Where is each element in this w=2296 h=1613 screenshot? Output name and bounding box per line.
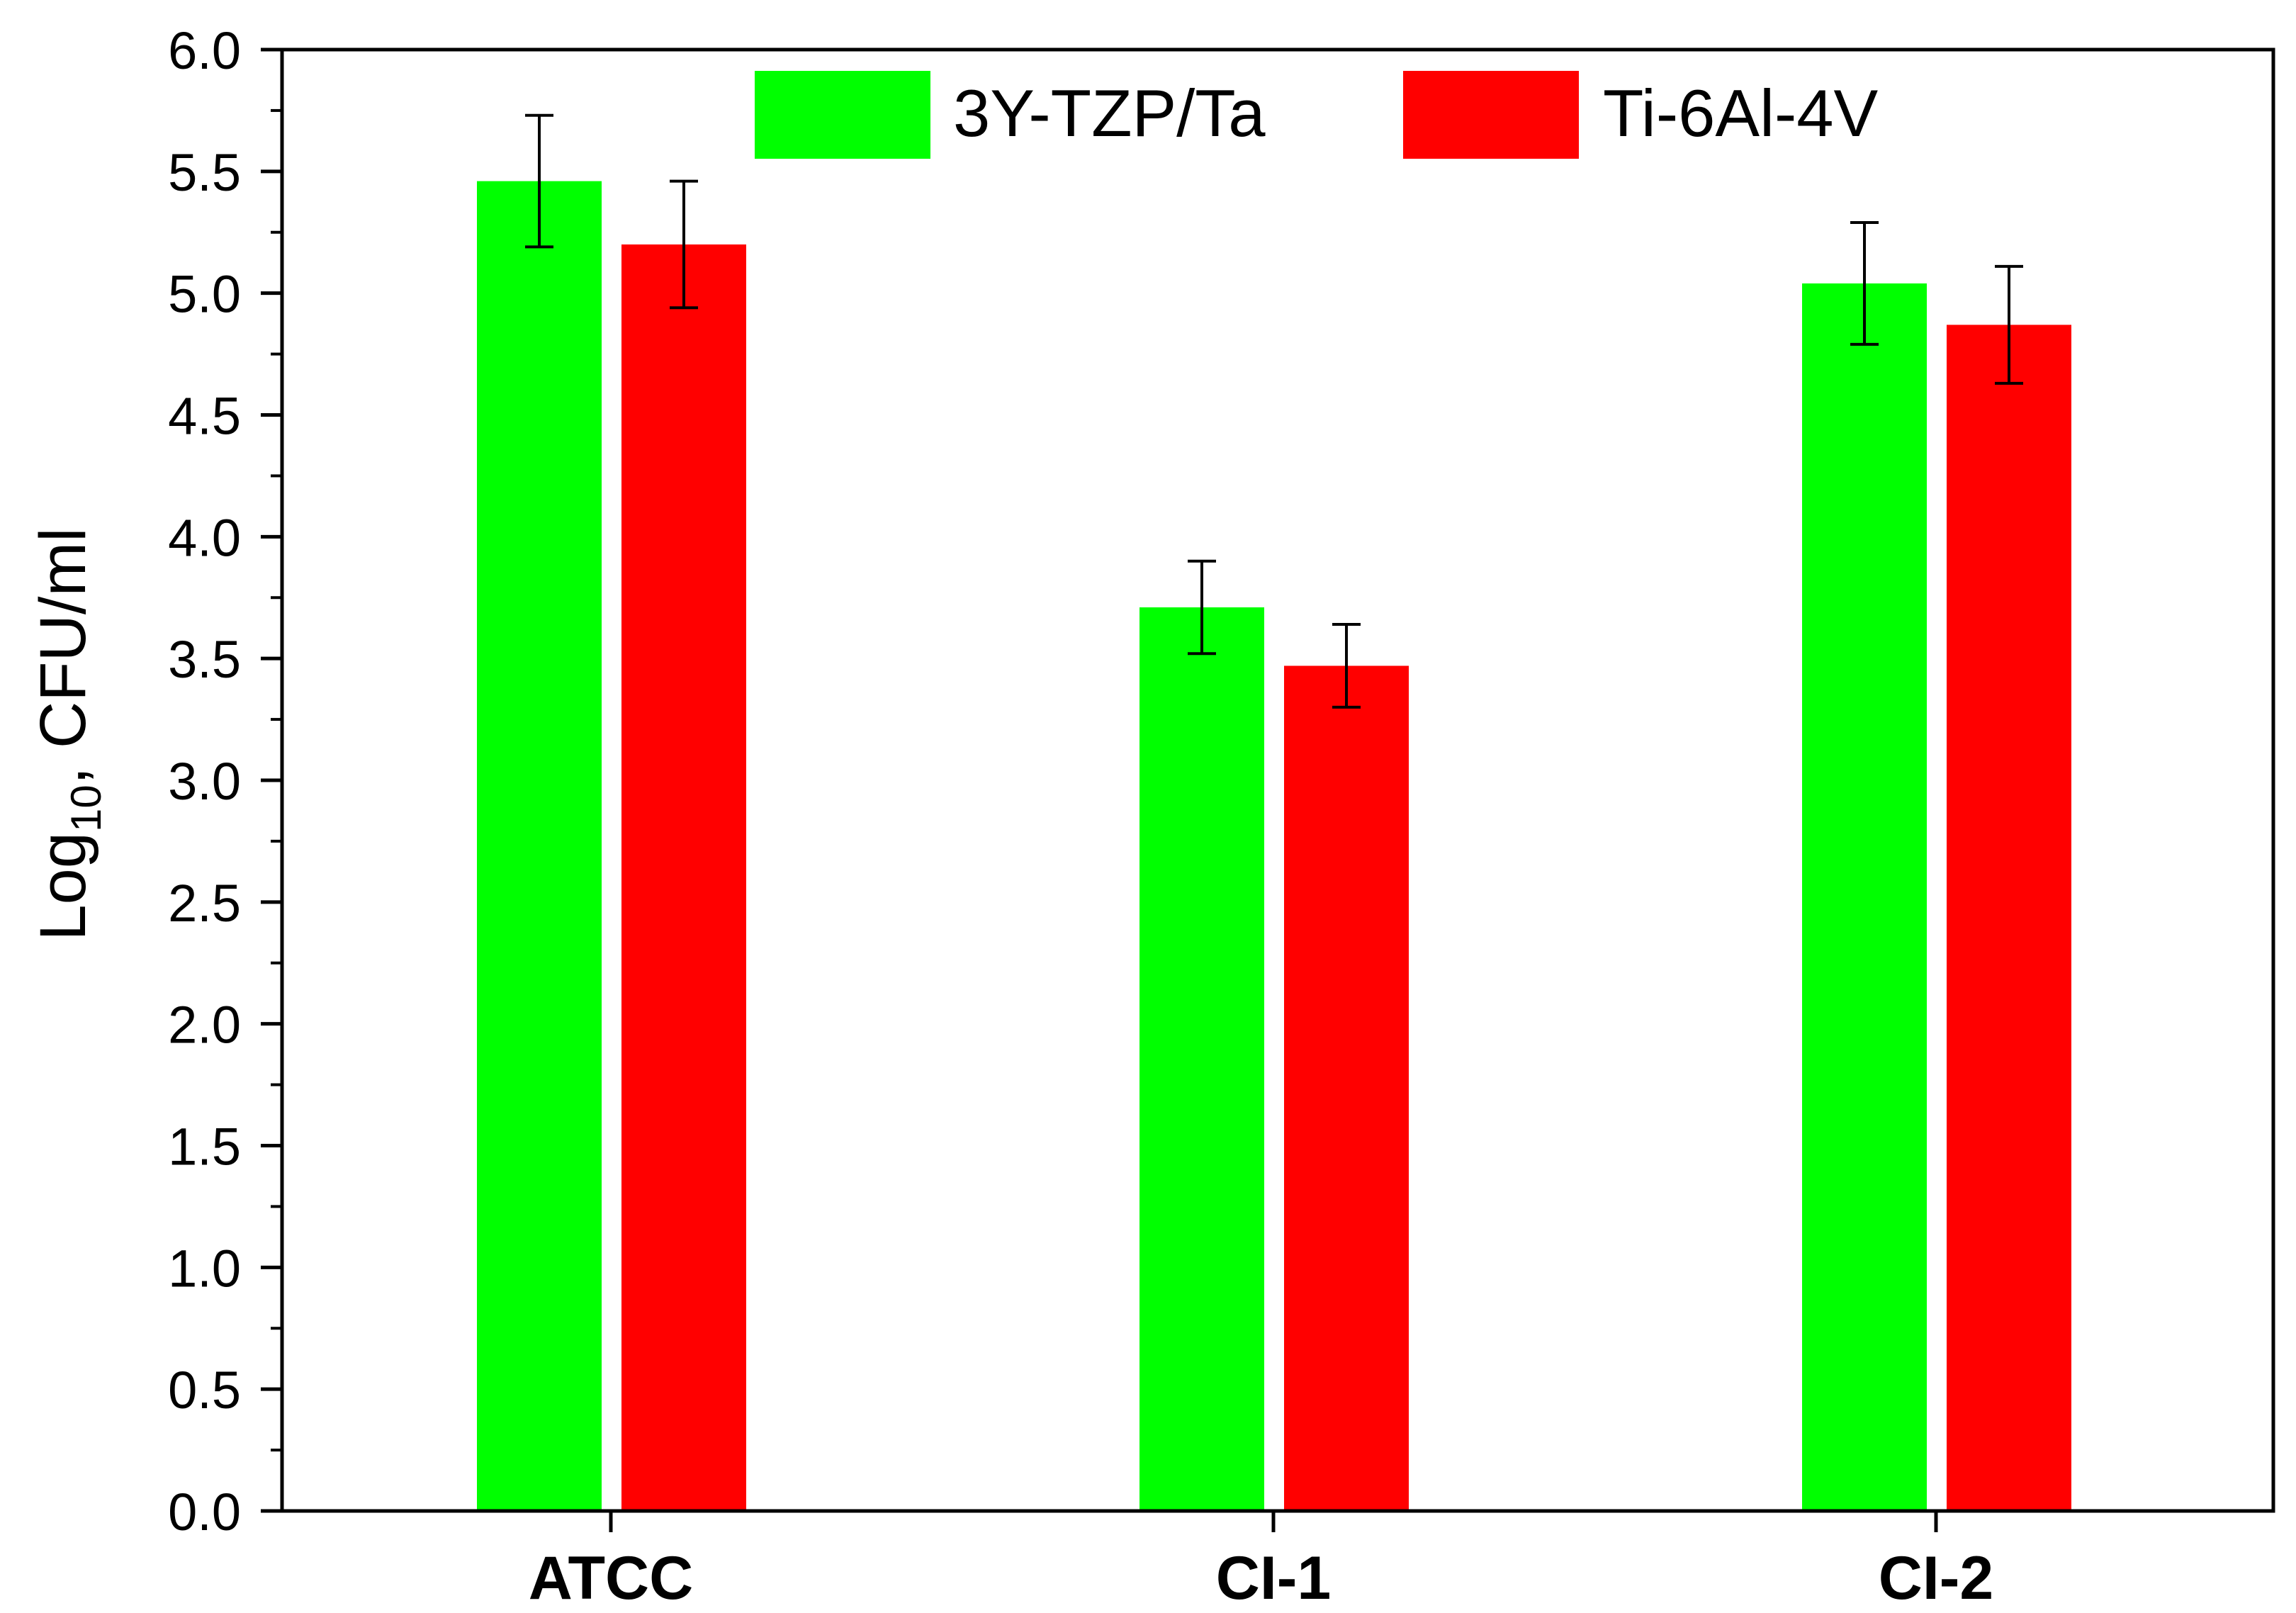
y-tick-label: 1.5 [168, 1118, 241, 1176]
error-bar-ti-6al-4v-ci-1 [1332, 623, 1361, 709]
error-bar-ti-6al-4v-atcc [670, 179, 698, 310]
bar-3y-tzp-ta-ci-1 [1139, 607, 1264, 1512]
y-tick-label: 5.5 [168, 143, 241, 202]
legend-swatch-3y-tzp-ta [755, 71, 930, 159]
x-axis-ticks: ATCC CI-1 CI-2 [529, 1511, 1993, 1612]
x-tick-label-atcc: ATCC [529, 1544, 693, 1612]
y-tick-label: 0.5 [168, 1361, 241, 1420]
y-axis-title-subscript: 10 [62, 785, 110, 832]
y-axis-title-base: Log [27, 832, 99, 941]
y-tick-label: 0.0 [168, 1483, 241, 1541]
legend-label-ti-6al-4v: Ti-6Al-4V [1603, 76, 1879, 150]
error-bar-3y-tzp-ta-atcc [525, 113, 553, 249]
x-tick-label-ci-1: CI-1 [1216, 1544, 1331, 1612]
y-tick-label: 2.5 [168, 874, 241, 933]
bars-layer [477, 181, 2071, 1512]
x-tick-label-ci-2: CI-2 [1879, 1544, 1993, 1612]
y-tick-label: 5.0 [168, 265, 241, 324]
axes-layer: 0.00.51.01.52.02.53.03.54.04.55.05.56.0 … [168, 21, 2275, 1612]
y-tick-label: 3.0 [168, 752, 241, 811]
legend-label-3y-tzp-ta: 3Y-TZP/Ta [953, 76, 1266, 150]
y-axis-title-suffix: , CFU/ml [27, 527, 99, 785]
y-tick-label: 4.5 [168, 387, 241, 446]
bar-3y-tzp-ta-ci-2 [1802, 283, 1927, 1511]
y-tick-label: 6.0 [168, 21, 241, 80]
y-axis-ticks: 0.0 0.5 1.0 1.5 2.0 2.5 3.0 3.5 4.0 4.5 5.0 5.5 6.0 [168, 21, 282, 1541]
error-bar-ti-6al-4v-ci-2 [1995, 264, 2023, 385]
legend: 3Y-TZP/Ta Ti-6Al-4V [755, 71, 1879, 159]
bar-ti-6al-4v-atcc [621, 244, 746, 1511]
legend-swatch-ti-6al-4v [1403, 71, 1579, 159]
bar-ti-6al-4v-ci-1 [1284, 665, 1409, 1511]
y-axis-title: Log10, CFU/ml [27, 527, 110, 940]
bar-3y-tzp-ta-atcc [477, 181, 602, 1512]
y-tick-label: 4.0 [168, 508, 241, 567]
bar-ti-6al-4v-ci-2 [1947, 325, 2071, 1512]
y-tick-label: 2.0 [168, 996, 241, 1055]
error-bar-3y-tzp-ta-ci-2 [1850, 221, 1879, 346]
y-tick-label: 3.5 [168, 630, 241, 689]
y-tick-label: 1.0 [168, 1239, 241, 1298]
error-bar-3y-tzp-ta-ci-1 [1188, 559, 1216, 656]
error-bars-layer [525, 113, 2023, 709]
